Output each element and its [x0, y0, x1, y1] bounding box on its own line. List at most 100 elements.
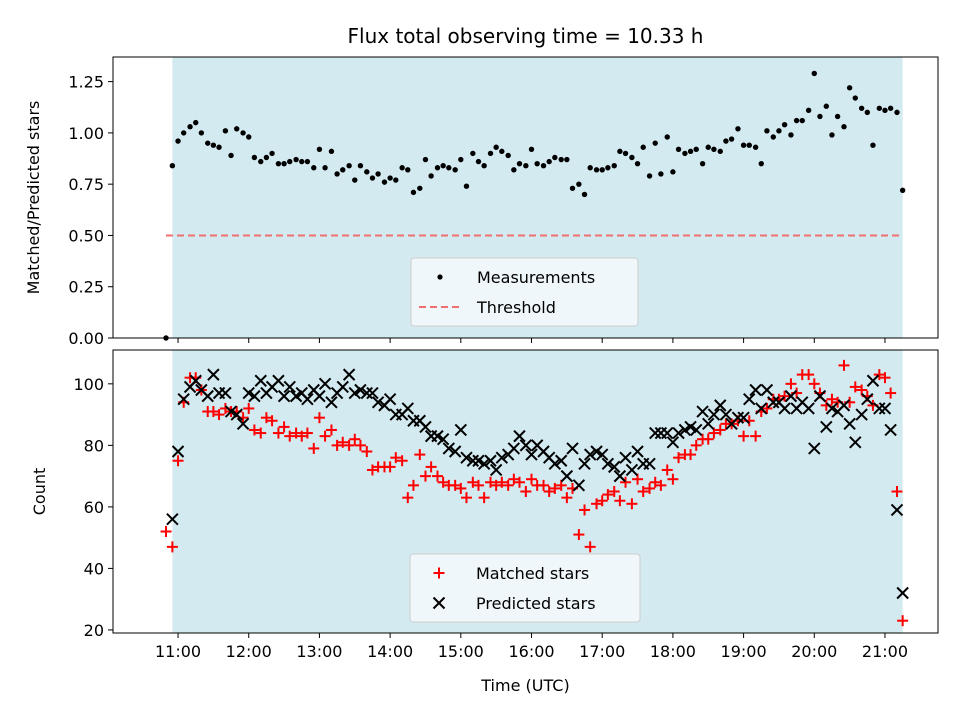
- predicted-point: [342, 368, 356, 381]
- predicted-point-b: [431, 429, 444, 443]
- predicted-point-b: [684, 420, 697, 434]
- predicted-point-b: [336, 380, 349, 394]
- measurement-point: [381, 179, 388, 185]
- predicted-point: [301, 393, 314, 406]
- legend-measurements-marker: [437, 274, 443, 280]
- predicted-point-b: [672, 426, 685, 440]
- matched-point: [508, 473, 520, 485]
- predicted-point: [767, 396, 780, 409]
- predicted-point-b: [166, 512, 179, 526]
- measurement-point: [528, 146, 535, 152]
- predicted-point-b: [442, 442, 456, 455]
- measurement-point: [440, 163, 446, 169]
- predicted-point-b: [484, 454, 497, 467]
- predicted-point: [808, 442, 821, 455]
- bottom-y-tick-label: 60: [84, 498, 104, 517]
- measurement-point: [240, 130, 246, 136]
- measurement-point: [605, 165, 611, 171]
- predicted-point: [448, 445, 462, 458]
- predicted-point: [318, 377, 332, 391]
- matched-point: [579, 504, 591, 516]
- predicted-point: [366, 386, 379, 400]
- predicted-point: [890, 503, 904, 517]
- bottom-y-tick-label: 20: [84, 621, 104, 640]
- matched-point: [779, 390, 791, 402]
- measurement-point: [410, 189, 417, 196]
- predicted-point: [608, 460, 621, 474]
- measurement-point: [246, 134, 252, 140]
- measurement-point: [523, 163, 529, 169]
- chart-title: Flux total observing time = 10.33 h: [348, 24, 704, 48]
- measurement-point: [675, 146, 682, 152]
- predicted-point-b: [354, 383, 367, 397]
- predicted-point-b: [195, 383, 208, 397]
- legend-measurements-label: Measurements: [477, 268, 595, 287]
- measurement-point: [829, 132, 835, 138]
- measurement-point: [846, 85, 853, 91]
- bottom-x-tick-label: 15:00: [438, 642, 484, 661]
- measurement-point: [770, 134, 776, 140]
- matched-point: [543, 486, 555, 497]
- measurement-point: [269, 150, 275, 157]
- measurement-point: [752, 144, 759, 150]
- predicted-point: [189, 374, 202, 387]
- predicted-point: [878, 402, 892, 415]
- matched-point: [290, 427, 302, 439]
- bottom-x-tick-label: 13:00: [296, 642, 342, 661]
- predicted-point-b: [696, 405, 709, 418]
- predicted-point-b: [236, 417, 250, 431]
- predicted-point: [595, 448, 609, 461]
- measurement-point: [640, 144, 646, 150]
- matched-point: [644, 482, 656, 494]
- top-y-ticks: 0.00 0.25 0.50 0.75 1.00 1.25: [68, 73, 113, 348]
- measurement-point: [899, 187, 906, 194]
- predicted-point: [336, 380, 349, 394]
- measurement-point: [511, 167, 517, 173]
- predicted-point: [613, 469, 627, 483]
- predicted-point: [401, 402, 415, 415]
- predicted-point-b: [495, 451, 509, 464]
- matched-point: [402, 492, 414, 504]
- predicted-point-b: [177, 393, 190, 406]
- measurement-point: [664, 134, 670, 140]
- measurement-point: [599, 167, 605, 173]
- predicted-point: [525, 448, 538, 461]
- predicted-point-b: [313, 389, 326, 403]
- matched-point: [690, 439, 702, 451]
- measurement-point: [275, 160, 282, 167]
- predicted-point-b: [454, 423, 468, 437]
- predicted-point: [719, 408, 733, 421]
- predicted-point: [813, 389, 827, 403]
- predicted-point-b: [530, 439, 544, 452]
- measurement-point: [399, 165, 405, 171]
- measurement-point: [463, 183, 470, 189]
- predicted-point: [519, 439, 533, 452]
- predicted-point-b: [560, 469, 574, 483]
- predicted-point: [466, 454, 480, 467]
- matched-point: [431, 470, 443, 482]
- predicted-point-b: [189, 374, 202, 387]
- matched-point: [472, 479, 484, 491]
- measurement-point: [817, 113, 823, 120]
- predicted-point-b: [401, 402, 415, 415]
- measurement-point: [187, 124, 193, 130]
- measurement-point: [617, 148, 623, 155]
- matched-point: [419, 470, 431, 482]
- matched-point: [602, 489, 614, 501]
- predicted-point: [672, 426, 685, 440]
- predicted-point-b: [661, 426, 674, 440]
- predicted-point-b: [784, 389, 798, 403]
- measurement-point: [387, 175, 393, 181]
- matched-point: [738, 430, 750, 442]
- measurement-point: [328, 148, 335, 155]
- predicted-point: [360, 386, 373, 400]
- measurement-point: [740, 142, 747, 148]
- predicted-point-b: [802, 402, 815, 415]
- measurement-point: [887, 105, 894, 111]
- top-legend: Measurements Threshold: [410, 257, 639, 327]
- predicted-point-b: [743, 393, 756, 406]
- measurement-point: [364, 169, 370, 175]
- top-y-tick-label: 0.00: [68, 329, 104, 348]
- predicted-point: [554, 454, 568, 467]
- matched-point: [407, 479, 419, 491]
